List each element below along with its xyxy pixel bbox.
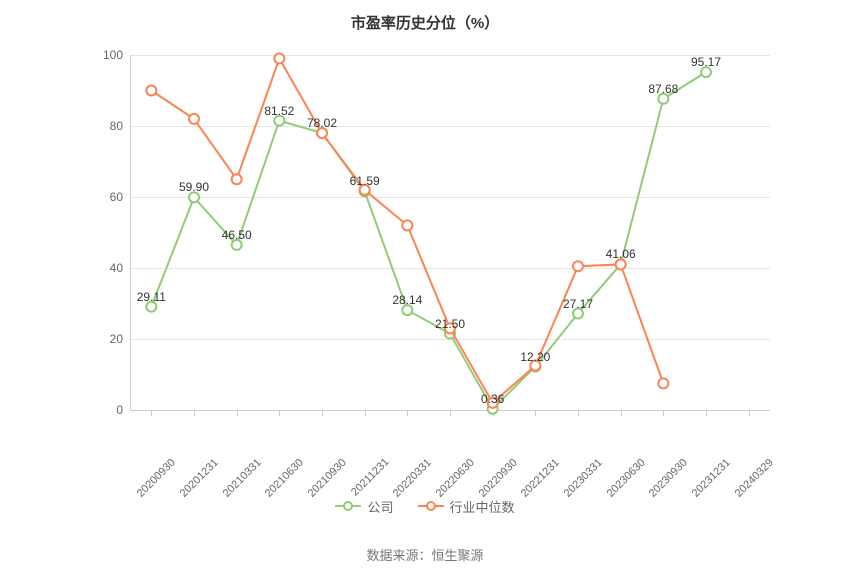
legend-marker-icon xyxy=(343,501,353,511)
data-label: 27.17 xyxy=(563,297,593,311)
x-axis-tick-mark xyxy=(151,410,152,416)
legend-label: 公司 xyxy=(367,497,393,516)
x-axis-tick: 20220630 xyxy=(434,457,477,500)
data-label: 87.68 xyxy=(648,82,678,96)
data-label: 29.11 xyxy=(137,290,166,304)
series-marker xyxy=(189,114,199,124)
data-label: 41.06 xyxy=(606,247,636,261)
x-axis-tick: 20231231 xyxy=(690,457,733,500)
legend: 公司 行业中位数 xyxy=(0,495,850,516)
y-axis-tick: 60 xyxy=(95,190,123,204)
data-label: 95.17 xyxy=(691,55,721,69)
x-axis-tick: 20230331 xyxy=(562,457,605,500)
data-label: 81.52 xyxy=(264,104,294,118)
plot-area: 0204060801002020093020201231202103312021… xyxy=(130,55,770,410)
series-marker xyxy=(402,220,412,230)
x-axis-tick: 20240329 xyxy=(732,457,775,500)
x-axis-tick-mark xyxy=(279,410,280,416)
legend-label: 行业中位数 xyxy=(450,497,515,516)
chart-title: 市盈率历史分位（%） xyxy=(0,12,850,33)
legend-marker-icon xyxy=(426,501,436,511)
legend-item[interactable]: 行业中位数 xyxy=(418,497,515,516)
x-axis-tick: 20210930 xyxy=(306,457,349,500)
legend-line-icon xyxy=(335,505,361,507)
x-axis-tick-mark xyxy=(706,410,707,416)
x-axis-tick: 20221231 xyxy=(519,457,562,500)
data-label: 21.50 xyxy=(435,317,465,331)
series-marker xyxy=(658,378,668,388)
x-axis-tick-mark xyxy=(194,410,195,416)
x-axis-tick: 20220930 xyxy=(476,457,519,500)
x-axis-tick: 20220331 xyxy=(391,457,434,500)
x-axis-tick-mark xyxy=(749,410,750,416)
data-label: 61.59 xyxy=(350,175,380,189)
x-axis-tick-mark xyxy=(663,410,664,416)
pe-percentile-chart: 市盈率历史分位（%） 02040608010020200930202012312… xyxy=(0,0,850,575)
y-axis-tick: 40 xyxy=(95,261,123,275)
data-label: 46.50 xyxy=(222,228,252,242)
x-axis-tick: 20210331 xyxy=(220,457,263,500)
y-axis-tick: 0 xyxy=(95,403,123,417)
x-axis-tick-mark xyxy=(322,410,323,416)
x-axis-tick-mark xyxy=(365,410,366,416)
x-axis-tick: 20201231 xyxy=(178,457,221,500)
series-marker xyxy=(146,86,156,96)
x-axis-tick-mark xyxy=(621,410,622,416)
x-axis-tick: 20210630 xyxy=(263,457,306,500)
x-axis-tick-mark xyxy=(578,410,579,416)
series-marker xyxy=(573,261,583,271)
legend-item[interactable]: 公司 xyxy=(335,497,393,516)
data-label: 59.90 xyxy=(179,181,209,195)
x-axis-tick-mark xyxy=(535,410,536,416)
data-label: 78.02 xyxy=(307,116,337,130)
y-axis-tick: 20 xyxy=(95,332,123,346)
y-axis-tick: 100 xyxy=(95,48,123,62)
data-label: 12.20 xyxy=(520,350,550,364)
x-axis-tick: 20211231 xyxy=(349,456,392,499)
x-axis-tick-mark xyxy=(237,410,238,416)
series-marker xyxy=(274,54,284,64)
x-axis-tick-mark xyxy=(407,410,408,416)
x-axis-tick-mark xyxy=(450,410,451,416)
data-label: 28.14 xyxy=(392,293,422,307)
legend-line-icon xyxy=(418,505,444,507)
x-axis-tick: 20200930 xyxy=(135,457,178,500)
y-axis-tick: 80 xyxy=(95,119,123,133)
x-axis-tick: 20230930 xyxy=(647,457,690,500)
data-label: 0.36 xyxy=(481,392,504,406)
series-marker xyxy=(232,174,242,184)
data-source: 数据来源：恒生聚源 xyxy=(0,545,850,564)
x-axis-tick: 20230630 xyxy=(604,457,647,500)
